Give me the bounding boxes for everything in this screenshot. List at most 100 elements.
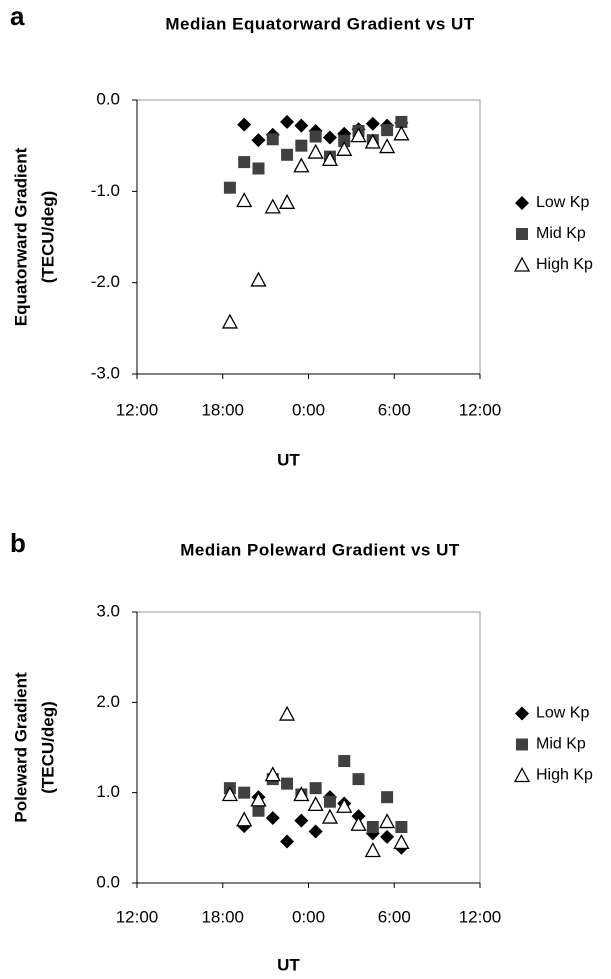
square-marker <box>381 791 394 804</box>
triangle-marker <box>293 786 310 802</box>
diamond-marker <box>515 706 529 721</box>
y-tick-label: -2.0 <box>91 272 120 291</box>
square-marker <box>352 773 365 786</box>
x-tick-label: 18:00 <box>201 907 244 926</box>
diamond-marker <box>237 117 252 132</box>
diamond-marker <box>280 834 295 849</box>
diamond-marker <box>308 824 323 839</box>
triangle-marker <box>264 198 281 214</box>
square-marker <box>309 782 322 795</box>
y-tick-label: 1.0 <box>96 782 120 801</box>
triangle-marker <box>278 705 296 721</box>
triangle-marker <box>364 842 381 858</box>
square-marker <box>516 228 528 240</box>
x-tick-label: 12:00 <box>116 907 159 926</box>
y-tick-label: -1.0 <box>91 181 120 200</box>
legend-label: Mid Kp <box>536 736 586 753</box>
x-tick-label: 6:00 <box>378 907 411 926</box>
x-tick-label: 0:00 <box>292 400 325 419</box>
triangle-marker <box>379 813 396 829</box>
square-marker <box>338 755 351 768</box>
legend-label: Low Kp <box>536 705 589 722</box>
triangle-marker <box>350 815 367 831</box>
square-marker <box>266 133 279 146</box>
panel-label: a <box>10 1 25 31</box>
square-marker <box>366 820 379 833</box>
triangle-marker <box>236 192 253 208</box>
triangle-marker <box>364 133 381 149</box>
square-marker <box>281 777 294 790</box>
plot-frame <box>136 611 481 884</box>
plot-frame <box>136 99 481 375</box>
x-tick-label: 18:00 <box>201 400 244 419</box>
triangle-marker <box>221 313 238 329</box>
diamond-marker <box>294 118 309 133</box>
triangle-marker <box>393 125 410 141</box>
triangle-marker <box>236 811 253 827</box>
triangle-marker <box>278 193 296 209</box>
square-marker <box>238 786 251 799</box>
y-tick-label: 0.0 <box>96 89 120 108</box>
square-marker <box>238 156 251 169</box>
y-axis-title: (TECU/deg) <box>38 701 57 794</box>
triangle-marker <box>264 766 281 782</box>
triangle-marker <box>513 767 531 783</box>
legend-label: Mid Kp <box>536 225 586 242</box>
x-tick-label: 0:00 <box>292 907 325 926</box>
triangle-marker <box>321 150 339 167</box>
triangle-marker <box>350 127 367 143</box>
x-tick-label: 12:00 <box>116 400 159 419</box>
x-axis-title: UT <box>277 955 300 974</box>
square-marker <box>223 181 236 194</box>
square-marker <box>309 130 322 143</box>
square-marker <box>281 148 294 161</box>
diamond-marker <box>380 829 395 844</box>
x-tick-label: 6:00 <box>378 400 411 419</box>
triangle-marker <box>393 833 410 849</box>
y-tick-label: 3.0 <box>96 601 120 620</box>
diamond-marker <box>365 116 380 131</box>
x-axis-title: UT <box>277 450 300 469</box>
diamond-marker <box>265 810 280 825</box>
y-tick-label: 0.0 <box>96 872 120 891</box>
triangle-marker <box>336 140 353 156</box>
diamond-marker <box>294 813 309 828</box>
chart-title: Median Equatorward Gradient vs UT <box>165 14 474 33</box>
chart-title: Median Poleward Gradient vs UT <box>180 540 460 559</box>
diamond-marker <box>515 196 529 210</box>
triangle-marker <box>513 256 531 272</box>
square-marker <box>295 139 308 152</box>
y-axis-title: Poleward Gradient <box>11 672 30 823</box>
diamond-marker <box>322 130 337 145</box>
square-marker <box>252 162 265 175</box>
triangle-marker <box>250 791 267 807</box>
triangle-marker <box>379 138 396 154</box>
square-marker <box>323 795 336 808</box>
triangle-marker <box>221 786 238 802</box>
triangle-marker <box>307 143 324 159</box>
legend-label: High Kp <box>536 256 593 273</box>
square-marker <box>395 820 408 833</box>
triangle-marker <box>250 271 267 287</box>
y-tick-label: 2.0 <box>96 692 120 711</box>
square-marker <box>516 738 528 751</box>
y-tick-label: -3.0 <box>91 363 120 382</box>
y-axis-title: Equatorward Gradient <box>11 147 30 326</box>
triangle-marker <box>321 808 339 824</box>
square-marker <box>252 804 265 817</box>
x-tick-label: 12:00 <box>459 400 502 419</box>
legend-label: Low Kp <box>536 194 589 211</box>
diamond-marker <box>251 133 266 148</box>
square-marker <box>381 124 394 137</box>
legend-label: High Kp <box>536 767 593 784</box>
panel-label: b <box>10 528 26 558</box>
square-marker <box>395 115 408 128</box>
x-tick-label: 12:00 <box>459 907 502 926</box>
triangle-marker <box>293 157 310 173</box>
y-axis-title: (TECU/deg) <box>38 191 57 284</box>
triangle-marker <box>307 796 324 812</box>
diamond-marker <box>280 114 295 129</box>
triangle-marker <box>336 797 353 813</box>
